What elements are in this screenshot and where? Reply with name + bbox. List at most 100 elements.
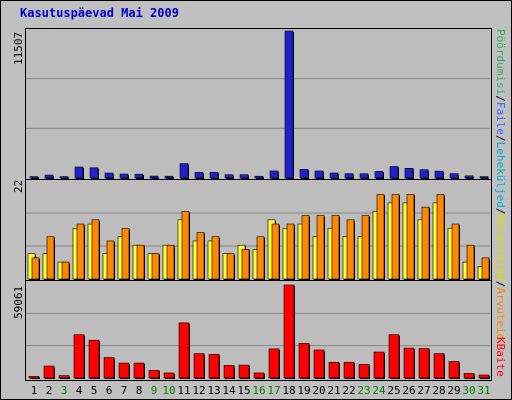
x-tick-label: 31 — [477, 384, 490, 397]
bar-pages — [389, 166, 399, 179]
x-tick-label: 14 — [222, 384, 236, 397]
bar-computers — [31, 257, 40, 280]
bar-pages — [149, 175, 159, 179]
bar-pages — [464, 175, 474, 179]
bar-pages — [299, 169, 309, 179]
bar-pages — [224, 174, 234, 179]
bar-computers — [466, 244, 475, 280]
bar-pages — [314, 170, 324, 179]
bar-pages — [374, 171, 384, 179]
bar-kbytes — [313, 349, 325, 379]
bar-pages — [59, 176, 69, 179]
bar-kbytes — [388, 334, 400, 379]
bar-pages — [284, 30, 294, 179]
bar-kbytes — [118, 362, 130, 379]
bar-computers — [286, 223, 295, 280]
bar-pages — [164, 175, 174, 179]
x-tick-label: 2 — [46, 384, 53, 397]
bar-kbytes — [478, 374, 490, 379]
bar-computers — [346, 219, 355, 280]
bar-computers — [241, 249, 250, 280]
bar-computers — [196, 232, 205, 280]
bar-computers — [136, 244, 145, 280]
x-tick-label: 3 — [61, 384, 68, 397]
bar-computers — [181, 211, 190, 280]
x-tick-label: 4 — [76, 384, 83, 397]
bar-kbytes — [448, 361, 460, 379]
panel-pages — [25, 28, 492, 180]
bar-kbytes — [373, 351, 385, 379]
bar-pages — [74, 166, 84, 179]
bar-kbytes — [328, 361, 340, 379]
x-tick-label: 28 — [432, 384, 445, 397]
bar-computers — [76, 223, 85, 280]
bar-kbytes — [88, 339, 100, 379]
bar-pages — [329, 172, 339, 179]
bar-computers — [391, 194, 400, 280]
legend-item: Faile — [494, 101, 507, 135]
bar-kbytes — [148, 369, 160, 379]
bar-kbytes — [43, 365, 55, 379]
bar-computers — [211, 236, 220, 280]
x-tick-label: 13 — [207, 384, 220, 397]
bar-computers — [46, 236, 55, 280]
bar-pages — [419, 169, 429, 179]
bar-computers — [376, 194, 385, 280]
bar-kbytes — [73, 334, 85, 379]
bar-computers — [271, 223, 280, 280]
legend-item: Arvuteid — [494, 287, 507, 341]
x-tick-label: 9 — [151, 384, 158, 397]
bar-pages — [209, 171, 219, 179]
bar-kbytes — [433, 353, 445, 379]
bar-computers — [166, 244, 175, 280]
bar-kbytes — [193, 353, 205, 379]
bar-pages — [269, 170, 279, 179]
legend-upper: Pöördumisi/Faile/Leheküljed/Külastajad/A… — [494, 29, 507, 340]
bar-computers — [421, 206, 430, 280]
bar-pages — [449, 173, 459, 179]
x-tick-label: 24 — [372, 384, 386, 397]
bar-kbytes — [283, 284, 295, 379]
bar-computers — [226, 253, 235, 280]
bar-kbytes — [28, 376, 40, 379]
legend-item: Külastajad — [494, 214, 507, 281]
x-tick-label: 16 — [252, 384, 265, 397]
bar-kbytes — [208, 354, 220, 379]
legend-separator: / — [494, 95, 507, 102]
x-tick-label: 7 — [121, 384, 128, 397]
bar-kbytes — [418, 348, 430, 379]
chart-title: Kasutuspäevad Mai 2009 — [20, 6, 179, 20]
bar-kbytes — [343, 361, 355, 379]
bar-computers — [316, 215, 325, 280]
x-tick-label: 20 — [312, 384, 325, 397]
bar-pages — [434, 170, 444, 179]
x-tick-label: 30 — [462, 384, 475, 397]
bar-kbytes — [358, 364, 370, 379]
legend-lower: KBaite — [494, 337, 507, 377]
bar-kbytes — [298, 343, 310, 379]
bar-kbytes — [103, 357, 115, 379]
bar-pages — [194, 172, 204, 179]
bar-computers — [61, 261, 70, 280]
bar-computers — [301, 215, 310, 280]
bar-pages — [239, 174, 249, 179]
x-tick-label: 29 — [447, 384, 460, 397]
bar-computers — [331, 215, 340, 280]
x-tick-label: 26 — [402, 384, 415, 397]
bar-kbytes — [463, 373, 475, 379]
bar-computers — [436, 194, 445, 280]
x-tick-label: 17 — [267, 384, 280, 397]
bar-computers — [256, 236, 265, 280]
bar-kbytes — [163, 372, 175, 379]
bar-pages — [104, 172, 114, 179]
bar-kbytes — [178, 322, 190, 379]
bar-pages — [344, 173, 354, 179]
bar-pages — [29, 176, 39, 179]
bar-computers — [106, 240, 115, 280]
bar-kbytes — [223, 365, 235, 379]
x-tick-label: 22 — [342, 384, 355, 397]
x-tick-label: 8 — [136, 384, 143, 397]
bar-kbytes — [58, 375, 70, 379]
legend-item: Leheküljed — [494, 141, 507, 208]
